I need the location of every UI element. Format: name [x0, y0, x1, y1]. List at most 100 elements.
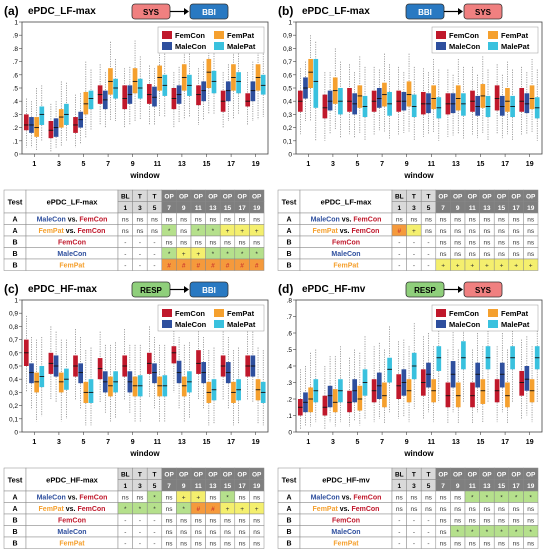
table-value: ns	[195, 529, 203, 536]
box-malecon	[152, 363, 157, 384]
y-tick-label: 0	[14, 430, 18, 437]
table-head-window: 17	[238, 483, 246, 490]
table-test-label: B	[12, 541, 17, 548]
table-value: -	[153, 240, 155, 247]
box-fempat	[108, 376, 113, 397]
x-axis-label: window	[129, 171, 160, 180]
x-tick-label: 19	[526, 161, 534, 168]
table-head-test: Test	[8, 198, 23, 207]
table-value: *	[226, 495, 229, 502]
table-value: *	[515, 529, 518, 536]
table-value: +	[255, 506, 259, 513]
x-tick-label: 11	[428, 439, 436, 446]
box-fempat	[455, 382, 461, 408]
table-value: ns	[136, 495, 144, 502]
table-head-phase: OP	[468, 194, 478, 201]
y-tick-label: 0	[14, 152, 18, 159]
table-value: ns	[513, 240, 521, 247]
table-value: ns	[239, 240, 247, 247]
table-value: ns	[498, 541, 506, 548]
x-tick-label: 3	[57, 439, 61, 446]
y-tick-label: .4	[13, 99, 19, 106]
table-value: +	[196, 251, 200, 258]
table-value: -	[427, 541, 429, 548]
box-fempat	[157, 65, 162, 91]
table-value: +	[529, 263, 533, 270]
legend-swatch	[162, 320, 172, 328]
table-value: ns	[440, 495, 448, 502]
box-malecon	[524, 93, 530, 114]
y-tick-label: 0,2	[283, 125, 292, 132]
y-tick-label: 0,5	[9, 364, 18, 371]
table-head-phase: OP	[252, 472, 262, 479]
row-group-a: FemPat	[313, 506, 339, 513]
box-malecon	[225, 81, 231, 102]
table-value: *	[226, 251, 229, 258]
box-femcon	[494, 85, 500, 111]
table-head-window: 7	[441, 483, 445, 490]
table-value: ns	[239, 529, 247, 536]
table-value: ns	[527, 228, 535, 235]
table-value: ns	[396, 495, 404, 502]
table-head-phase: T	[153, 194, 157, 201]
box-fempat	[505, 88, 510, 112]
table-value: ns	[410, 495, 418, 502]
table-value: ns	[483, 217, 491, 224]
table-value: -	[139, 518, 141, 525]
table-head-window: 19	[527, 483, 535, 490]
box-malepat	[461, 341, 466, 370]
box-fempat	[357, 85, 363, 108]
x-tick-label: 7	[380, 161, 384, 168]
x-tick-label: 9	[405, 439, 409, 446]
y-tick-label: 1	[14, 20, 18, 27]
table-row-label: MaleCon	[57, 251, 86, 258]
table-value: ns	[239, 541, 247, 548]
x-axis-label: window	[403, 449, 434, 458]
legend-label: MaleCon	[449, 42, 481, 51]
box-fempat	[455, 85, 461, 111]
table-row-label: FemPat	[333, 541, 359, 548]
y-tick-label: 1	[14, 298, 18, 305]
table-row-label: MaleCon vs. FemCon	[37, 495, 108, 502]
source-label: RESP	[414, 286, 436, 295]
legend	[157, 304, 265, 332]
box-malepat	[313, 58, 319, 108]
table-head-phase: OP	[438, 194, 448, 201]
box-femcon	[196, 85, 201, 106]
panel-letter: (b)	[278, 4, 293, 18]
table-value: ns	[454, 541, 462, 548]
table-value: -	[427, 240, 429, 247]
box-fempat	[505, 382, 510, 408]
legend-swatch	[214, 309, 224, 317]
table-value: -	[398, 518, 400, 525]
table-value: ns	[166, 529, 174, 536]
table-head-phase: OP	[194, 472, 204, 479]
table-value: ns	[180, 217, 188, 224]
box-fempat	[206, 58, 212, 88]
x-tick-label: 17	[227, 161, 235, 168]
legend-label: MalePat	[227, 320, 256, 329]
x-tick-label: 15	[477, 161, 485, 168]
table-head-phase: T	[427, 472, 431, 479]
x-tick-label: 3	[57, 161, 61, 168]
x-tick-label: 5	[356, 439, 360, 446]
row-vs: vs.	[340, 217, 354, 224]
table-head-phase: OP	[526, 472, 536, 479]
legend-swatch	[162, 31, 172, 39]
table-value: ns	[483, 518, 491, 525]
table-value: ns	[454, 240, 462, 247]
table-row-label: FemPat vs. FemCon	[313, 506, 380, 513]
table-head-window: 5	[153, 205, 157, 212]
box-malecon	[327, 90, 333, 111]
legend-swatch	[436, 31, 446, 39]
y-tick-label: .5	[287, 347, 293, 354]
table-value: -	[153, 518, 155, 525]
table-value: +	[240, 228, 244, 235]
arrow-head	[184, 8, 189, 15]
table-head-phase: OP	[223, 472, 233, 479]
table-value: ns	[253, 518, 261, 525]
box-malecon	[176, 360, 182, 384]
x-tick-label: 17	[227, 439, 235, 446]
table-value: ns	[224, 217, 232, 224]
y-tick-label: 0,1	[9, 416, 18, 423]
